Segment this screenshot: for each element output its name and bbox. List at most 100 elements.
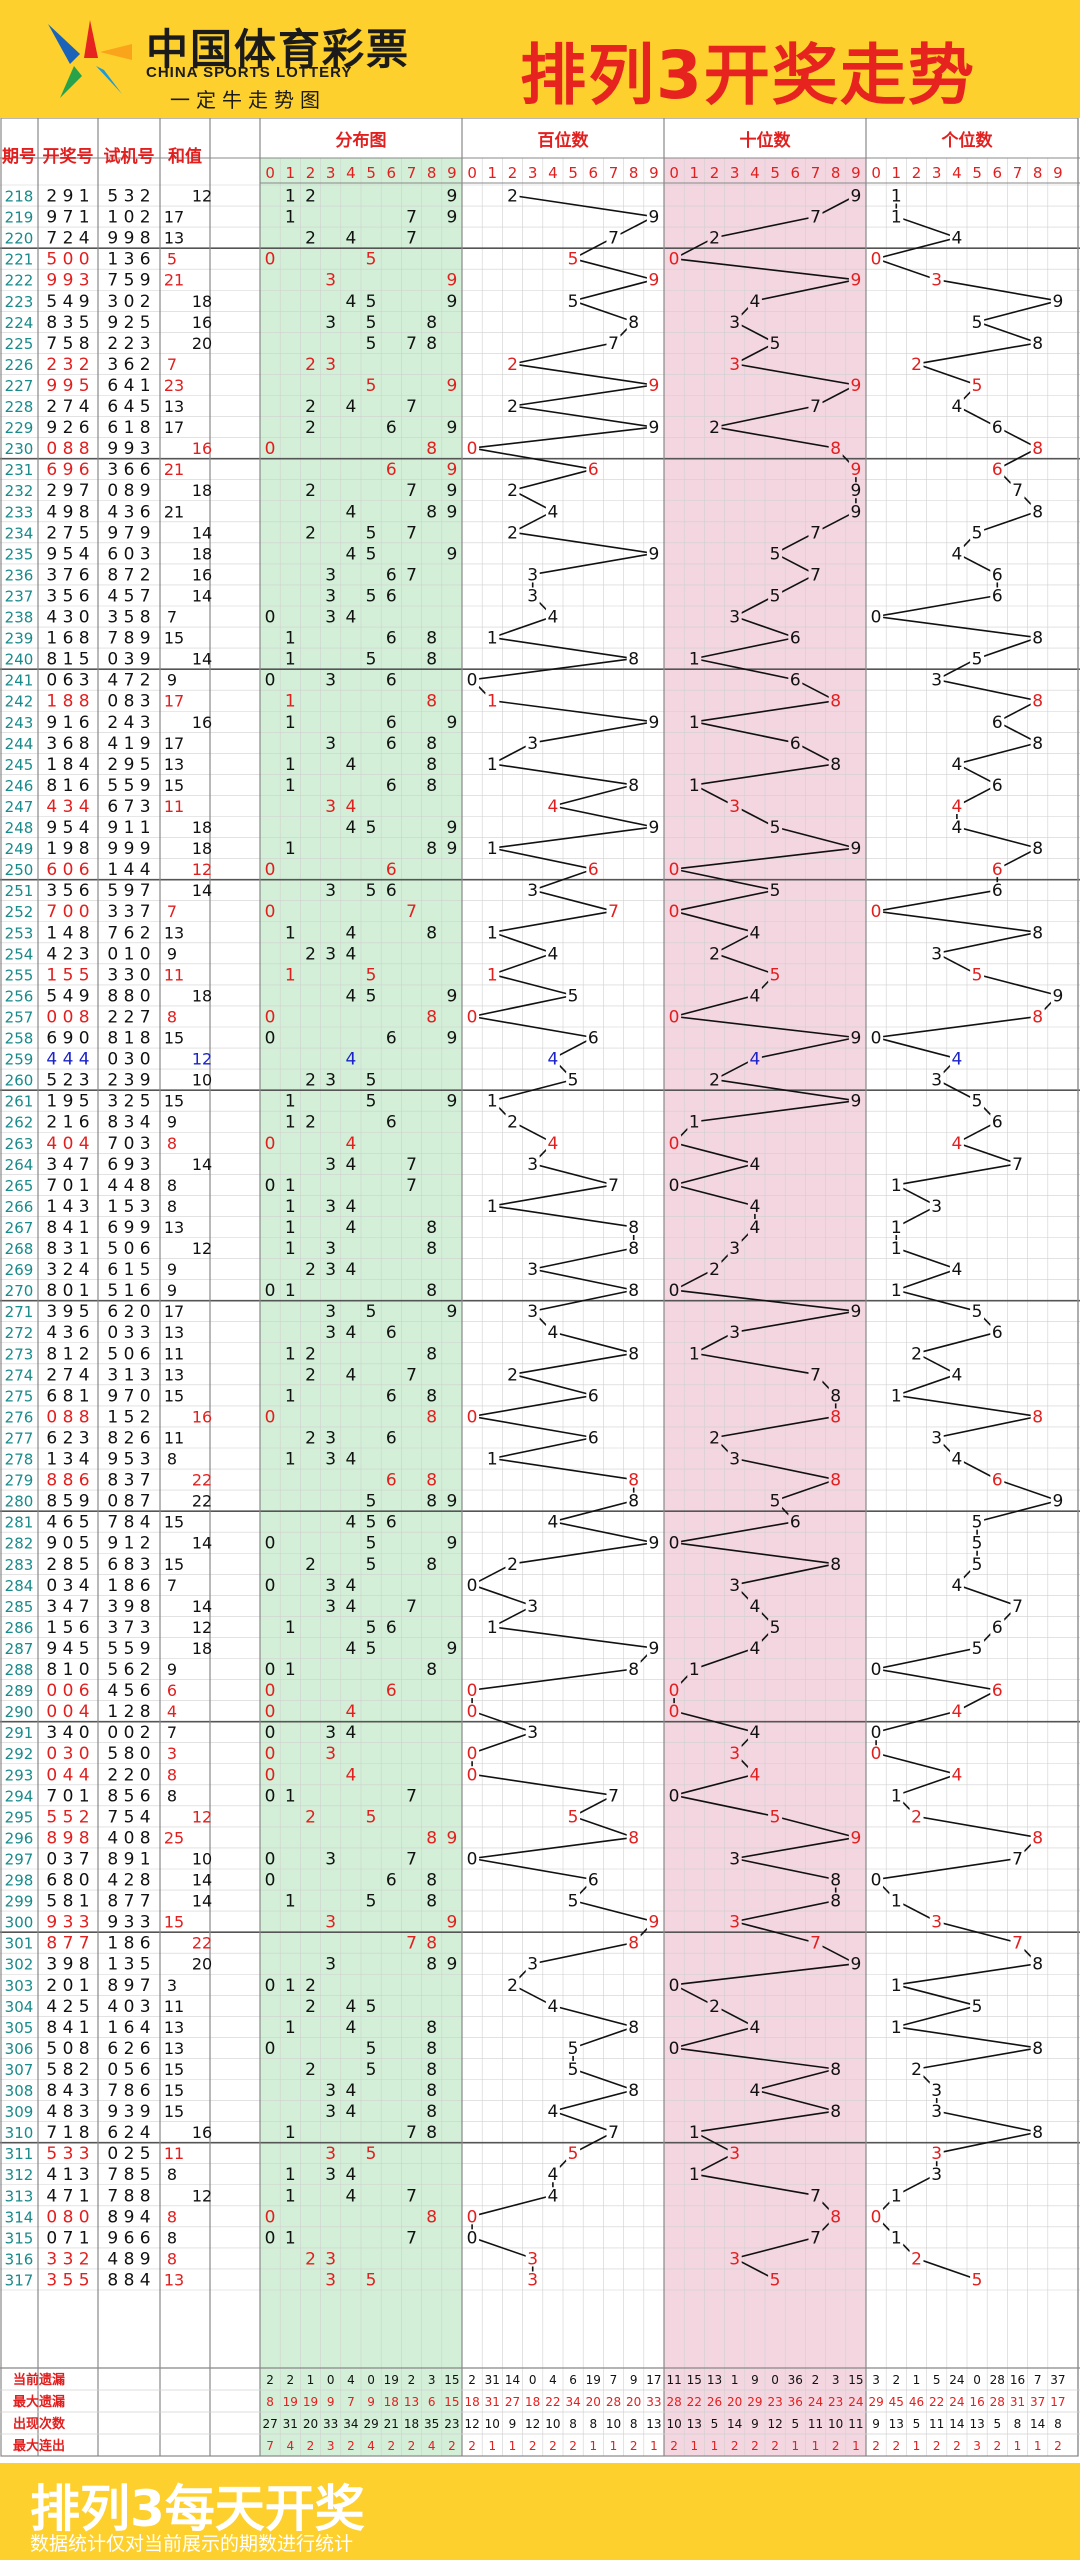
trend-mark-bg [768, 819, 783, 836]
test-number-cell: 9 1 1 [107, 818, 150, 838]
trend-mark-bg [525, 587, 540, 604]
distribution-mark: 8 [426, 1344, 437, 1364]
header-hundreds: 百位数 [538, 130, 590, 151]
sum-cell: 17 [164, 1302, 184, 1321]
period-cell: 288 [5, 1661, 34, 1679]
period-cell: 293 [5, 1766, 34, 1784]
test-number-cell: 1 8 6 [107, 1576, 150, 1596]
trend-mark-bg [808, 524, 823, 541]
test-number-cell: 9 1 2 [107, 1534, 150, 1554]
trend-mark-bg [525, 566, 540, 583]
stats-value: 18 [525, 2395, 540, 2409]
trend-mark-bg [626, 1934, 641, 1951]
trend-mark-bg [990, 1682, 1005, 1699]
trend-digit-mark: 3 [931, 271, 942, 291]
trend-mark-bg [970, 313, 985, 330]
test-number-cell: 4 5 6 [107, 1681, 150, 1701]
trend-mark-bg [545, 2103, 560, 2120]
test-number-cell: 6 8 3 [107, 1555, 150, 1575]
distribution-mark: 1 [285, 187, 296, 207]
trend-mark-bg [848, 482, 863, 499]
test-number-cell: 1 3 5 [107, 1955, 150, 1975]
stats-value: 7 [610, 2373, 618, 2387]
stats-value: 26 [707, 2395, 722, 2409]
period-cell: 309 [5, 2103, 34, 2121]
distribution-mark: 8 [426, 2039, 437, 2059]
stats-value: 17 [646, 2373, 661, 2387]
stats-value: 24 [848, 2395, 863, 2409]
draw-number-cell: 4 3 4 [46, 797, 89, 817]
distribution-mark: 3 [325, 1597, 336, 1617]
distribution-mark: 6 [386, 860, 397, 880]
draw-number-cell: 5 4 9 [46, 292, 89, 312]
distribution-mark: 9 [446, 1302, 457, 1322]
period-cell: 261 [5, 1093, 34, 1111]
distribution-mark: 1 [285, 1281, 296, 1301]
distribution-mark: 0 [265, 608, 276, 628]
period-cell: 233 [5, 503, 34, 521]
draw-number-cell: 9 7 1 [46, 208, 89, 228]
distribution-mark: 9 [446, 544, 457, 564]
distribution-mark: 9 [446, 818, 457, 838]
period-cell: 263 [5, 1135, 34, 1153]
trend-mark-bg [768, 334, 783, 351]
trend-mark-bg [667, 1282, 682, 1299]
distribution-mark: 8 [426, 734, 437, 754]
distribution-mark: 2 [305, 1071, 316, 1091]
trend-digit-mark: 8 [628, 1492, 639, 1512]
trend-digit-mark: 8 [628, 776, 639, 796]
distribution-mark: 2 [305, 1807, 316, 1827]
distribution-mark: 4 [345, 1323, 356, 1343]
draw-number-cell: 6 9 0 [46, 1029, 89, 1049]
stats-value: 4 [286, 2439, 294, 2453]
sum-cell: 20 [192, 1955, 212, 1974]
trend-digit-mark: 9 [850, 1092, 861, 1112]
distribution-mark: 8 [426, 629, 437, 649]
trend-mark-bg [808, 2187, 823, 2204]
trend-mark-bg [667, 1008, 682, 1025]
sum-cell: 16 [192, 2123, 212, 2142]
header-digit: 7 [407, 164, 417, 182]
test-number-cell: 4 3 6 [107, 502, 150, 522]
distribution-mark: 9 [446, 418, 457, 438]
header-digit: 1 [690, 164, 700, 182]
test-number-cell: 3 6 6 [107, 460, 150, 480]
distribution-mark: 4 [345, 986, 356, 1006]
draw-number-cell: 9 1 6 [46, 713, 89, 733]
trend-mark-bg [626, 1218, 641, 1235]
trend-mark-bg [485, 924, 500, 941]
distribution-mark: 6 [386, 776, 397, 796]
header-digit: 2 [912, 164, 922, 182]
distribution-mark: 4 [345, 1218, 356, 1238]
trend-mark-bg [525, 2250, 540, 2267]
trend-mark-bg [929, 2166, 944, 2183]
stats-value: 29 [868, 2395, 883, 2409]
distribution-mark: 0 [265, 2207, 276, 2227]
trend-mark-bg [747, 987, 762, 1004]
distribution-mark: 9 [446, 713, 457, 733]
draw-number-cell: 0 8 8 [46, 1407, 89, 1427]
trend-digit-mark: 8 [628, 1828, 639, 1848]
trend-mark-bg [889, 2187, 904, 2204]
period-cell: 268 [5, 1240, 34, 1258]
trend-digit-mark: 8 [628, 1344, 639, 1364]
period-cell: 253 [5, 924, 34, 942]
header-digit: 4 [346, 164, 356, 182]
trend-mark-bg [848, 461, 863, 478]
trend-digit-mark: 3 [527, 1723, 538, 1743]
stats-label: 当前遗漏 [13, 2372, 65, 2388]
distribution-mark: 4 [345, 1050, 356, 1070]
stats-value: 2 [892, 2373, 900, 2387]
draw-number-cell: 2 7 5 [46, 523, 89, 543]
trend-digit-mark: 4 [547, 2186, 558, 2206]
trend-mark-bg [687, 713, 702, 730]
trend-mark-bg [990, 1324, 1005, 1341]
distribution-mark: 7 [406, 1597, 417, 1617]
trend-digit-mark: 1 [689, 2123, 700, 2143]
test-number-cell: 7 8 9 [107, 629, 150, 649]
trend-mark-bg [949, 1703, 964, 1720]
distribution-mark: 3 [325, 1302, 336, 1322]
stats-value: 18 [404, 2417, 419, 2431]
distribution-mark: 2 [305, 1976, 316, 1996]
trend-digit-mark: 1 [689, 1113, 700, 1133]
